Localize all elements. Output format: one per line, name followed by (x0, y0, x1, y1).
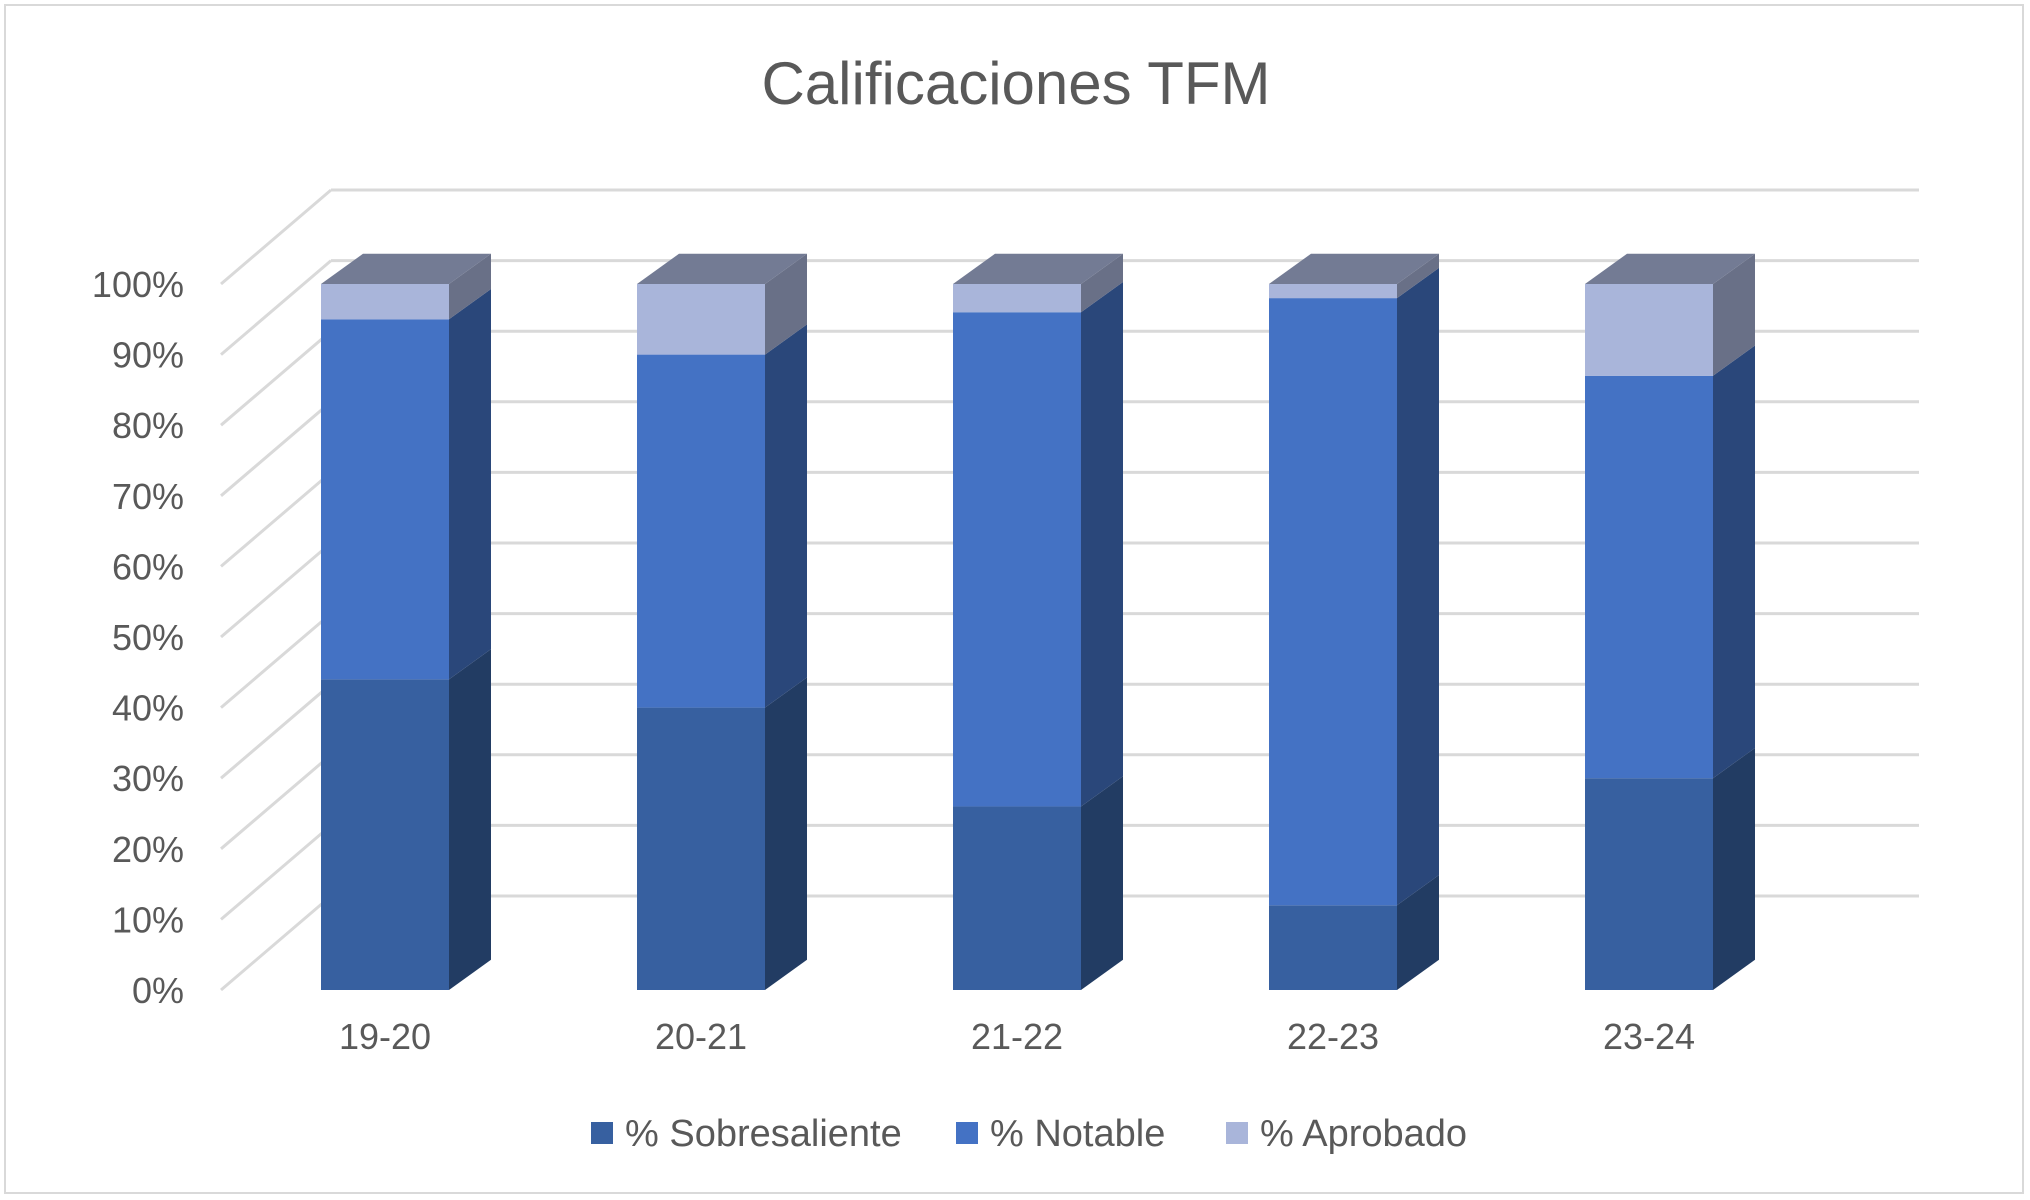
bar-side (1713, 345, 1755, 779)
legend-item: % Sobresaliente (591, 1113, 902, 1155)
y-tick-label: 60% (112, 546, 184, 587)
bar-group-19-20 (321, 253, 491, 990)
bar-segment (953, 312, 1081, 807)
gridline-depth (220, 541, 332, 639)
bar-group-21-22 (953, 253, 1123, 990)
bar-segment (321, 284, 449, 320)
x-tick-label: 22-23 (1287, 1016, 1379, 1057)
bar-side (1397, 267, 1439, 906)
chart-title: Calificaciones TFM (761, 50, 1270, 117)
bar-side (1397, 253, 1439, 299)
gridline-depth (220, 259, 332, 356)
bar-segment (953, 806, 1081, 990)
bar-side (1713, 747, 1755, 990)
bar-side (765, 677, 807, 990)
y-tick-label: 50% (112, 617, 184, 658)
bar-top (1585, 253, 1755, 284)
y-tick-label: 0% (132, 970, 184, 1011)
x-tick-label: 23-24 (1603, 1016, 1695, 1057)
y-tick-label: 70% (112, 476, 184, 517)
bar-segment (321, 679, 449, 990)
y-tick-label: 30% (112, 758, 184, 799)
x-axis-tick-labels: 19-20 20-21 21-22 22-23 23-24 (339, 1016, 1695, 1057)
bar-side (1081, 282, 1123, 807)
bar-segment (1585, 778, 1713, 990)
bar-side (449, 649, 491, 990)
bar-top (637, 253, 807, 284)
bar-group-23-24 (1585, 253, 1755, 990)
bar-top (953, 253, 1123, 284)
bars (321, 253, 1755, 990)
gridline-depth (220, 894, 332, 992)
gridline-depth (220, 188, 332, 286)
legend-label: % Aprobado (1260, 1113, 1467, 1155)
legend: % Sobresaliente % Notable % Aprobado (591, 1113, 1467, 1155)
bar-side (1081, 776, 1123, 990)
y-axis-tick-labels: 0% 10% 20% 30% 40% 50% 60% 70% 80% 90% 100% (92, 264, 184, 1011)
y-tick-label: 40% (112, 688, 184, 729)
y-tick-label: 20% (112, 829, 184, 870)
bar-segment (637, 354, 765, 708)
bar-side (1081, 253, 1123, 313)
legend-label: % Notable (990, 1113, 1165, 1155)
gridline-depth (220, 824, 332, 921)
x-tick-label: 20-21 (655, 1016, 747, 1057)
bar-segment (321, 319, 449, 680)
bar-top (321, 253, 491, 284)
legend-item: % Aprobado (1226, 1113, 1467, 1155)
gridline-depth (220, 471, 332, 568)
legend-swatch (1226, 1122, 1248, 1144)
gridline-depth (220, 683, 332, 780)
legend-item: % Notable (956, 1113, 1165, 1155)
bar-segment (1585, 284, 1713, 376)
bar-side (765, 324, 807, 708)
bar-side (1713, 253, 1755, 376)
bar-segment (953, 284, 1081, 313)
stacked-3d-bar-chart: Calificaciones TFM 0% 10% 20% 30% 40% 50% 60% 7… (92, 50, 1919, 1155)
legend-swatch (591, 1122, 613, 1144)
bar-segment (1269, 298, 1397, 906)
bar-segment (637, 707, 765, 990)
y-tick-label: 90% (112, 335, 184, 376)
legend-label: % Sobresaliente (625, 1113, 902, 1155)
bar-side (1397, 875, 1439, 990)
bar-segment (1585, 375, 1713, 779)
bar-top (1269, 253, 1439, 284)
x-tick-label: 21-22 (971, 1016, 1063, 1057)
gridline-depth (220, 612, 332, 709)
bar-group-22-23 (1269, 253, 1439, 990)
bar-segment (1269, 905, 1397, 990)
bar-segment (637, 284, 765, 355)
y-tick-label: 80% (112, 405, 184, 446)
gridline-depth (220, 753, 332, 850)
legend-swatch (956, 1122, 978, 1144)
gridline-depth (220, 400, 332, 497)
y-tick-label: 10% (112, 899, 184, 940)
x-tick-label: 19-20 (339, 1016, 431, 1057)
bar-side (449, 253, 491, 320)
bar-side (449, 289, 491, 680)
bar-segment (1269, 284, 1397, 299)
y-tick-label: 100% (92, 264, 184, 305)
bar-group-20-21 (637, 253, 807, 990)
gridline-depth (220, 330, 332, 427)
bar-side (765, 253, 807, 355)
chart-frame: Calificaciones TFM 0% 10% 20% 30% 40% 50% 60% 7… (4, 4, 2024, 1194)
